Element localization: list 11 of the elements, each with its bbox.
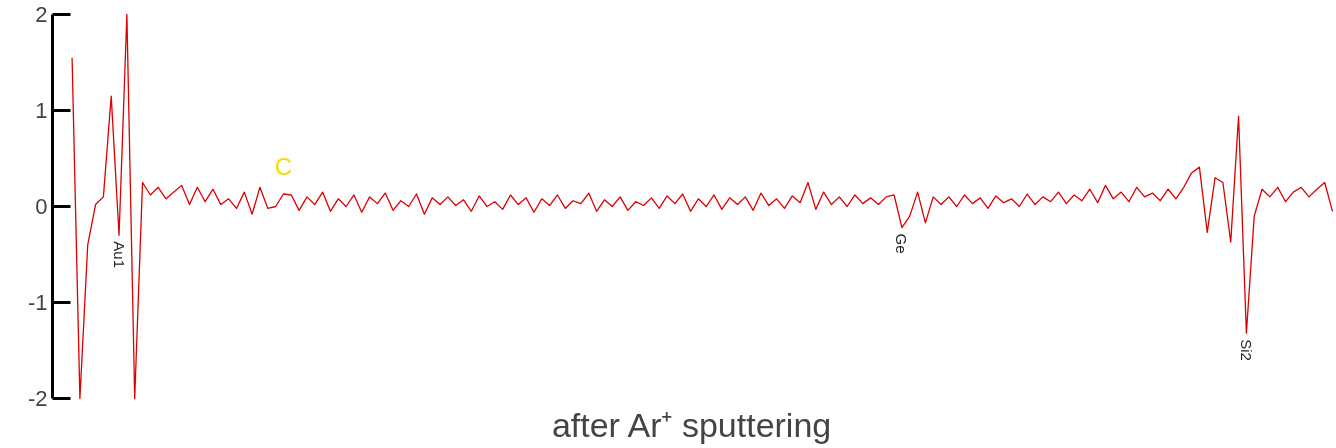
y-tick-label: -2 bbox=[27, 386, 48, 411]
annotation: Ge bbox=[893, 233, 911, 254]
annotation: Au1 bbox=[110, 241, 128, 268]
annotation: Si2 bbox=[1237, 339, 1255, 361]
y-tick-label: -1 bbox=[27, 290, 48, 315]
y-tick-label: 2 bbox=[35, 2, 48, 27]
line-series bbox=[71, 13, 1334, 400]
annotation: C bbox=[274, 153, 293, 181]
y-tick-label: 0 bbox=[35, 194, 48, 219]
text: after Ar⁺ sputtering bbox=[551, 405, 832, 444]
y-tick-label: 1 bbox=[35, 98, 48, 123]
